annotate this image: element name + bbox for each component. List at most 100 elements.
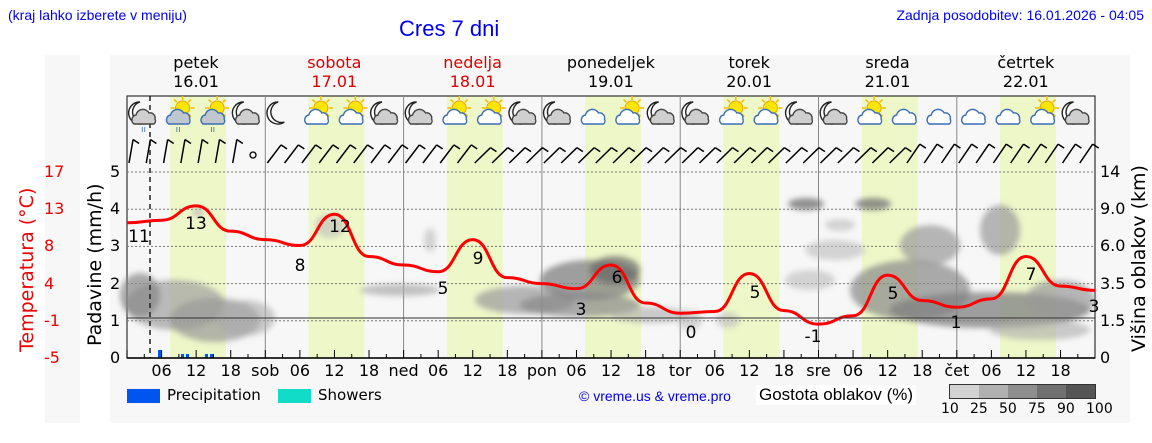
precip-ticks-label: 3 bbox=[110, 236, 121, 256]
moon-cloud-icon bbox=[681, 101, 710, 125]
temperature-line bbox=[126, 204, 1096, 326]
moon-cloud-icon bbox=[1061, 101, 1090, 125]
precipitation-bars bbox=[158, 350, 213, 358]
wind-barbs bbox=[128, 138, 1100, 164]
temperature-axis-panel bbox=[45, 55, 80, 423]
moon-cloud-icon bbox=[646, 101, 675, 125]
x-tick-label: 06 bbox=[151, 361, 172, 380]
day-header-6: četrtek 22.01 bbox=[997, 53, 1055, 91]
x-tick-label: tor bbox=[668, 361, 692, 380]
svg-text:5: 5 bbox=[750, 283, 761, 303]
cloud-ticks-label: 1.5 bbox=[1100, 310, 1126, 330]
precip-ticks-label: 2 bbox=[110, 273, 121, 293]
svg-text:ıı: ıı bbox=[210, 125, 215, 135]
x-tick-label: 18 bbox=[358, 361, 380, 380]
day-header-3: ponedeljek 19.01 bbox=[566, 53, 655, 91]
density-scale-label: 75 bbox=[1028, 401, 1046, 417]
x-tick-label: 18 bbox=[773, 361, 795, 380]
x-tick-label: 18 bbox=[220, 361, 241, 380]
sun-cloud-icon bbox=[442, 96, 472, 125]
temp-ticks-label: -5 bbox=[44, 348, 60, 367]
precip-ticks-label: 0 bbox=[110, 348, 121, 367]
density-scale-label: 50 bbox=[999, 401, 1017, 417]
x-tick-label: sre bbox=[806, 361, 831, 380]
day-header-4: torek 20.01 bbox=[726, 53, 773, 91]
copyright-link[interactable]: © vreme.us & vreme.pro bbox=[579, 388, 731, 404]
sun-cloud-icon bbox=[1030, 96, 1059, 125]
moon-cloud-icon bbox=[370, 101, 399, 125]
density-swatch bbox=[1037, 385, 1066, 398]
density-scale-label: 90 bbox=[1057, 401, 1075, 417]
svg-text:12: 12 bbox=[329, 217, 351, 237]
x-tick-label: 06 bbox=[427, 361, 449, 380]
day-header-1: sobota 17.01 bbox=[307, 53, 362, 91]
x-tick-label: 18 bbox=[497, 361, 518, 380]
last-update: Zadnja posodobitev: 16.01.2026 - 04:05 bbox=[896, 7, 1144, 23]
svg-text:8: 8 bbox=[295, 256, 306, 276]
svg-text:5: 5 bbox=[888, 284, 899, 304]
cloud-ticks-label: 6.0 bbox=[1100, 236, 1126, 256]
sun-cloud-icon bbox=[857, 96, 887, 125]
density-scale-label: 10 bbox=[941, 401, 959, 417]
svg-text:7: 7 bbox=[1026, 265, 1037, 285]
day-header-0: petek 16.01 bbox=[173, 53, 219, 91]
x-tick-label: ned bbox=[388, 361, 419, 380]
cloud-ticks-label: 0 bbox=[1100, 348, 1111, 367]
x-tick-label: 12 bbox=[185, 361, 207, 380]
svg-text:11: 11 bbox=[128, 227, 150, 247]
x-tick-label: čet bbox=[944, 361, 970, 380]
precipitation-legend-label: Precipitation bbox=[167, 386, 261, 404]
cloud-ticks-label: 3.5 bbox=[1100, 273, 1126, 293]
day-header-5: sreda 21.01 bbox=[864, 53, 911, 91]
moon-cloud-icon bbox=[784, 101, 814, 125]
moon-cloud-icon bbox=[819, 101, 848, 125]
page-title: Cres 7 dni bbox=[399, 16, 500, 41]
x-tick-label: 18 bbox=[912, 361, 933, 380]
x-tick-label: 12 bbox=[600, 361, 622, 380]
location-hint: (kraj lahko izberete v meniju) bbox=[8, 7, 187, 23]
density-swatch bbox=[979, 385, 1008, 398]
svg-text:13: 13 bbox=[185, 214, 207, 234]
moon-cloud-icon bbox=[542, 101, 572, 125]
moon-cloud-icon bbox=[404, 101, 433, 125]
cloud-icon bbox=[961, 108, 986, 125]
x-tick-label: 12 bbox=[1015, 361, 1037, 380]
cloud-density-label: Gostota oblakov (%) bbox=[756, 385, 917, 405]
svg-text:1: 1 bbox=[951, 313, 962, 333]
sun-cloud-rain-icon: ıı bbox=[200, 96, 230, 135]
density-scale-label: 25 bbox=[970, 401, 988, 417]
density-swatch bbox=[950, 385, 979, 398]
svg-text:3: 3 bbox=[1089, 297, 1100, 317]
temp-ticks-label: 13 bbox=[44, 199, 65, 219]
sun-cloud-icon bbox=[718, 96, 748, 125]
precip-ticks-label: 4 bbox=[110, 199, 121, 219]
x-tick-label: 18 bbox=[1050, 361, 1071, 380]
x-tick-label: 18 bbox=[635, 361, 656, 380]
sun-cloud-rain-icon: ıı bbox=[165, 96, 195, 135]
cloud-icon bbox=[995, 108, 1021, 125]
cloud-icon bbox=[891, 108, 917, 125]
density-swatch bbox=[1008, 385, 1037, 398]
svg-text:ıı: ıı bbox=[141, 125, 146, 135]
x-tick-label: sob bbox=[251, 361, 280, 380]
svg-text:9: 9 bbox=[473, 249, 484, 269]
cloud-ticks-label: 14 bbox=[1100, 162, 1121, 181]
sun-cloud-icon bbox=[304, 96, 333, 125]
x-tick-label: pon bbox=[526, 361, 557, 380]
x-tick-label: 06 bbox=[842, 361, 864, 380]
temp-ticks-label: -1 bbox=[44, 310, 60, 330]
temp-ticks-label: 4 bbox=[44, 273, 55, 293]
sun-cloud-icon bbox=[615, 96, 645, 125]
x-tick-label: 12 bbox=[462, 361, 483, 380]
x-tick-label: 06 bbox=[289, 361, 311, 380]
x-tick-label: 12 bbox=[877, 361, 898, 380]
x-tick-label: 06 bbox=[566, 361, 587, 380]
density-scale-label: 100 bbox=[1086, 401, 1113, 417]
x-tick-label: 06 bbox=[704, 361, 725, 380]
moon-cloud-icon bbox=[508, 101, 537, 125]
precip-ticks-label: 1 bbox=[110, 310, 121, 330]
svg-text:3: 3 bbox=[576, 300, 587, 320]
svg-text:-1: -1 bbox=[805, 327, 822, 347]
x-tick-label: 12 bbox=[324, 361, 345, 380]
x-tick-label: 12 bbox=[739, 361, 760, 380]
